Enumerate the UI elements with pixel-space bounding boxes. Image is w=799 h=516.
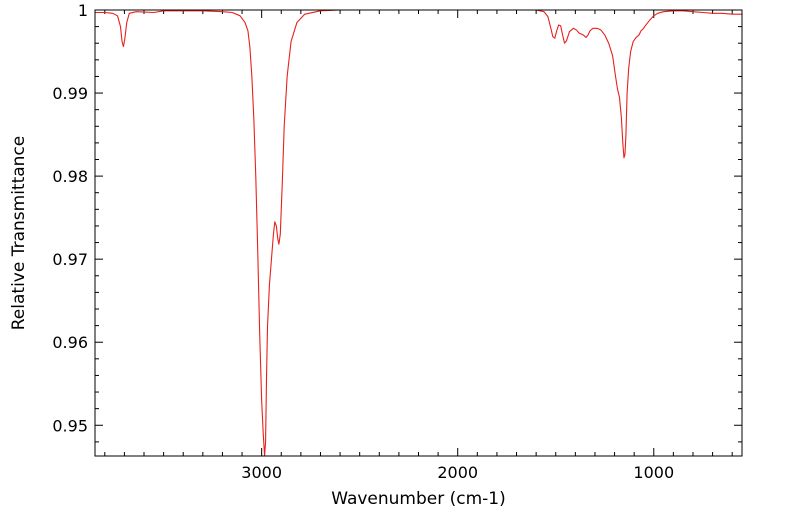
minor-ticks — [95, 10, 742, 456]
y-tick-label: 0.99 — [52, 84, 88, 103]
major-ticks — [95, 9, 742, 456]
x-tick-label: 1000 — [633, 463, 674, 482]
y-tick-label: 0.96 — [52, 333, 88, 352]
y-tick-labels: 1 0.99 0.98 0.97 0.96 0.95 — [52, 1, 88, 435]
transmittance-series-line — [95, 10, 742, 456]
y-tick-label: 0.98 — [52, 167, 88, 186]
plot-frame — [94, 9, 743, 457]
x-tick-labels: 3000 2000 1000 — [241, 463, 674, 482]
x-tick-label: 2000 — [437, 463, 478, 482]
y-tick-label: 0.95 — [52, 416, 88, 435]
y-axis-title: Relative Transmittance — [9, 136, 29, 331]
x-axis-title: Wavenumber (cm-1) — [331, 489, 506, 509]
y-tick-label: 1 — [78, 1, 88, 20]
x-tick-label: 3000 — [241, 463, 282, 482]
y-tick-label: 0.97 — [52, 250, 88, 269]
